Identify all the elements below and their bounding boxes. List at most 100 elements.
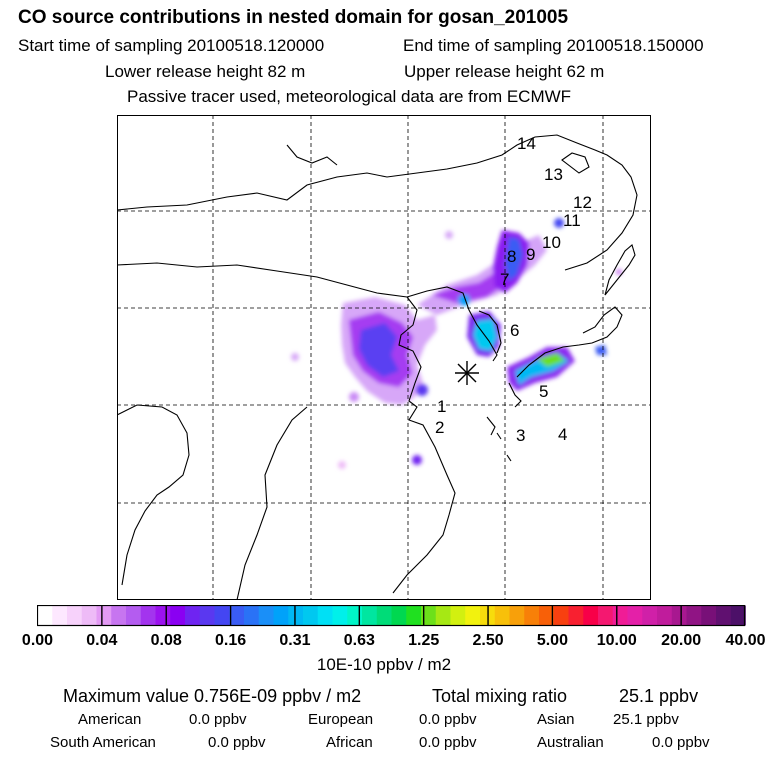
colorbar-cell	[406, 605, 422, 626]
colorbar-tick: 20.00	[661, 632, 702, 649]
colorbar-cell	[612, 605, 628, 626]
colorbar-cell	[524, 605, 540, 626]
colorbar-cell	[273, 605, 289, 626]
region-value-asian: 25.1 ppbv	[613, 711, 679, 728]
colorbar-cell	[391, 605, 407, 626]
colorbar-unit-label: 10E-10 ppbv / m2	[316, 655, 452, 674]
lat-lon-grid	[117, 115, 651, 600]
colorbar-cell	[450, 605, 466, 626]
colorbar-tick: 0.31	[279, 632, 311, 649]
colorbar-tick: 0.16	[215, 632, 247, 649]
colorbar-cell	[376, 605, 392, 626]
colorbar-cell	[642, 605, 658, 626]
colorbar-cell	[288, 605, 304, 626]
region-name-american: American	[78, 711, 142, 728]
colorbar-cell	[96, 605, 112, 626]
colorbar-cell	[568, 605, 584, 626]
colorbar-cell	[701, 605, 717, 626]
upper-release-height-label: Upper release height 62 m	[404, 62, 605, 81]
colorbar-cell	[730, 605, 746, 626]
region-name-asian: Asian	[537, 711, 575, 728]
colorbar-tick: 0.08	[150, 632, 182, 649]
region-value-australian: 0.0 ppbv	[652, 734, 710, 751]
region-value-south-american: 0.0 ppbv	[208, 734, 266, 751]
region-label-3: 3	[516, 426, 525, 445]
colorbar-cell	[421, 605, 437, 626]
colorbar-cell	[199, 605, 215, 626]
colorbar-cell	[347, 605, 363, 626]
colorbar-tick: 10.00	[596, 632, 637, 649]
receptor-asterisk-icon	[455, 361, 479, 385]
region-label-4: 4	[558, 425, 567, 444]
end-time-label: End time of sampling 20100518.150000	[403, 36, 704, 55]
region-label-2: 2	[435, 418, 444, 437]
maximum-value-label: Maximum value 0.756E-09 ppbv / m2	[63, 686, 362, 706]
colorbar-cell	[317, 605, 333, 626]
tracer-note: Passive tracer used, meteorological data…	[127, 87, 572, 106]
region-name-african: African	[326, 734, 373, 751]
colorbar-tick: 5.00	[536, 632, 568, 649]
colorbar-tick: 1.25	[408, 632, 440, 649]
region-label-5: 5	[539, 382, 548, 401]
colorbar-cell	[52, 605, 68, 626]
colorbar-tick: 40.00	[725, 632, 766, 649]
colorbar-cell	[362, 605, 378, 626]
colorbar-cell	[435, 605, 451, 626]
colorbar-cell	[37, 605, 53, 626]
region-label-11: 11	[563, 211, 581, 230]
colorbar-tick: 0.00	[21, 632, 54, 649]
colorbar-cell	[598, 605, 614, 626]
colorbar-cell	[539, 605, 555, 626]
colorbar-cell	[671, 605, 687, 626]
colorbar-cell	[553, 605, 569, 626]
colorbar-tick: 0.63	[343, 632, 375, 649]
region-label-6: 6	[510, 321, 519, 340]
colorbar-cell	[509, 605, 525, 626]
start-time-label: Start time of sampling 20100518.120000	[18, 36, 325, 55]
colorbar-cell	[229, 605, 245, 626]
region-value-american: 0.0 ppbv	[189, 711, 247, 728]
colorbar-cell	[155, 605, 171, 626]
colorbar-cell	[494, 605, 510, 626]
region-label-8: 8	[507, 247, 516, 266]
region-label-13: 13	[544, 165, 563, 184]
region-value-african: 0.0 ppbv	[419, 734, 477, 751]
land-outlines	[117, 134, 638, 600]
region-name-australian: Australian	[537, 734, 604, 751]
colorbar-cell	[81, 605, 97, 626]
plot-title: CO source contributions in nested domain…	[18, 7, 569, 28]
region-label-7: 7	[500, 270, 509, 289]
colorbar-cell	[244, 605, 260, 626]
region-label-9: 9	[526, 245, 535, 264]
region-value-european: 0.0 ppbv	[419, 711, 477, 728]
region-label-12: 12	[573, 193, 592, 212]
colorbar-cell	[185, 605, 201, 626]
colorbar-cell	[583, 605, 599, 626]
colorbar-cell	[716, 605, 732, 626]
colorbar-cell	[303, 605, 319, 626]
colorbar-cell	[214, 605, 230, 626]
source-contribution-map: 1 2 3 4 5 6 7 8 9 10 11 12 13 14	[117, 115, 651, 600]
colorbar-cell	[111, 605, 127, 626]
colorbar-cell	[332, 605, 348, 626]
region-label-1: 1	[437, 397, 446, 416]
colorbar-tick: 2.50	[472, 632, 504, 649]
colorbar-cell	[627, 605, 643, 626]
colorbar-cell	[686, 605, 702, 626]
colorbar	[37, 605, 746, 627]
colorbar-tick: 0.04	[86, 632, 118, 649]
colorbar-cell	[657, 605, 673, 626]
colorbar-cell	[170, 605, 186, 626]
region-label-14: 14	[517, 134, 536, 153]
colorbar-cell	[258, 605, 274, 626]
total-mixing-ratio-label: Total mixing ratio	[432, 686, 568, 706]
lower-release-height-label: Lower release height 82 m	[105, 62, 306, 81]
colorbar-cell	[140, 605, 156, 626]
region-labels: 1 2 3 4 5 6 7 8 9 10 11 12 13 14	[435, 134, 592, 445]
colorbar-cell	[126, 605, 142, 626]
region-name-south-american: South American	[50, 734, 156, 751]
colorbar-cell	[67, 605, 83, 626]
region-label-10: 10	[542, 233, 561, 252]
region-name-european: European	[308, 711, 374, 728]
total-mixing-ratio-value: 25.1 ppbv	[619, 686, 699, 706]
